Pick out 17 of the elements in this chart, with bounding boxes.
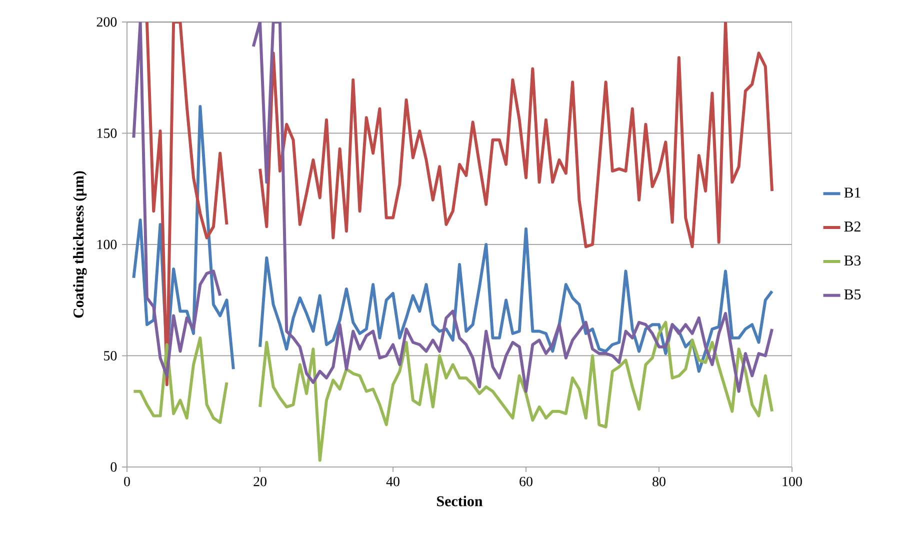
x-axis-title: Section bbox=[437, 496, 483, 506]
legend-label: B1 bbox=[844, 188, 860, 198]
x-tick-label: 40 bbox=[386, 476, 400, 486]
y-tick-label: 100 bbox=[97, 240, 117, 250]
legend-label: B3 bbox=[844, 256, 861, 266]
x-tick-label: 0 bbox=[124, 476, 130, 486]
y-axis-title: Coating thickness (μm) bbox=[73, 171, 87, 318]
legend-label: B5 bbox=[844, 289, 861, 300]
y-tick-label: 200 bbox=[96, 17, 117, 27]
x-tick-label: 100 bbox=[782, 476, 802, 486]
legend-label: B2 bbox=[844, 222, 860, 232]
y-tick-label: 50 bbox=[104, 351, 117, 360]
x-tick-label: 80 bbox=[652, 476, 666, 486]
x-tick-label: 60 bbox=[520, 476, 532, 486]
y-tick-label: 150 bbox=[97, 128, 117, 138]
x-tick-label: 20 bbox=[254, 476, 266, 486]
y-tick-label: 0 bbox=[110, 462, 117, 472]
